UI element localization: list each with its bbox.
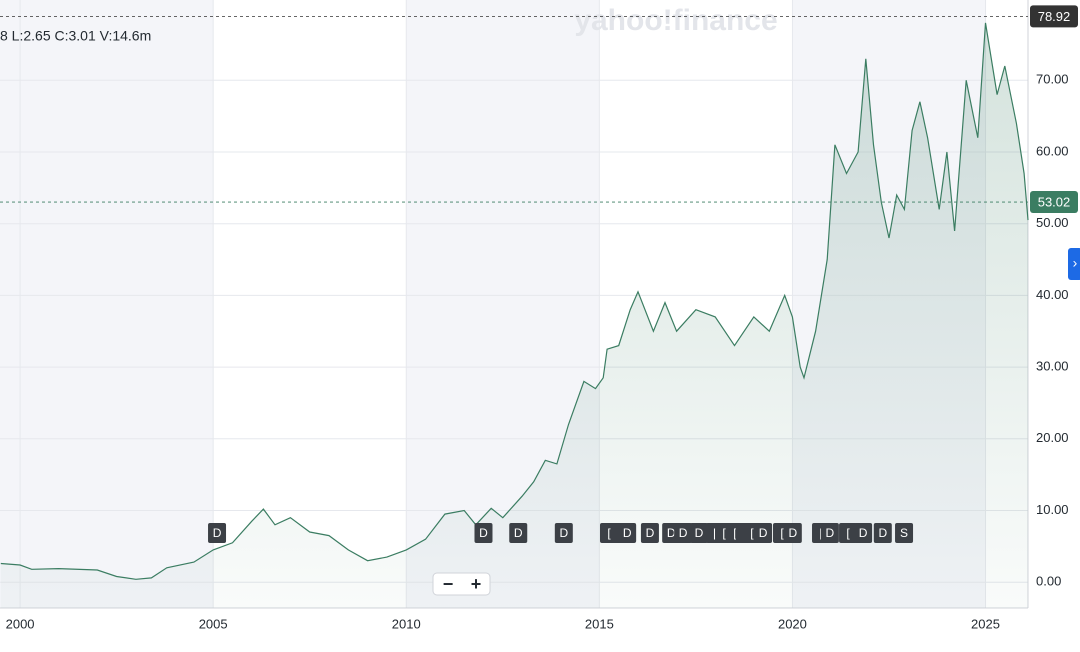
y-tick-label: 30.00	[1036, 359, 1069, 374]
y-tick-label: 40.00	[1036, 287, 1069, 302]
price-tag	[1030, 5, 1078, 28]
ohlc-text: 8 L:2.65 C:3.01 V:14.6m	[0, 28, 151, 44]
y-tick-label: 10.00	[1036, 502, 1069, 517]
price-tag	[1030, 191, 1078, 214]
y-tick-label: 50.00	[1036, 215, 1069, 230]
event-label: D	[623, 526, 632, 540]
zoom-button[interactable]: −	[443, 574, 454, 594]
band	[0, 0, 21, 608]
event-label: [	[780, 526, 784, 540]
event-marker[interactable]	[618, 523, 637, 543]
event-label: D	[646, 526, 655, 540]
event-marker[interactable]	[783, 523, 802, 543]
x-tick-label: 2025	[971, 616, 1000, 631]
watermark: yahoo!finance	[574, 4, 777, 37]
event-label: D	[859, 526, 868, 540]
x-tick-label: 2010	[392, 616, 421, 631]
event-label: S	[900, 526, 908, 540]
event-marker[interactable]	[208, 523, 227, 543]
price-tag-label: 53.02	[1038, 194, 1071, 209]
area	[0, 22, 1029, 608]
event-marker[interactable]	[754, 523, 773, 543]
event-label: D	[759, 526, 768, 540]
event-marker[interactable]	[873, 523, 892, 543]
event-label: D	[826, 526, 835, 540]
event-label: D	[788, 526, 797, 540]
event-marker[interactable]	[474, 523, 493, 543]
event-marker[interactable]	[640, 523, 659, 543]
event-label: D	[559, 526, 568, 540]
expand-button[interactable]	[1068, 248, 1080, 280]
event-label: D	[679, 526, 688, 540]
x-tick-label: 2000	[6, 616, 35, 631]
y-tick-label: 0.00	[1036, 574, 1061, 589]
event-label: [	[722, 526, 726, 540]
expand-icon: ›	[1073, 255, 1078, 271]
event-marker[interactable]	[820, 523, 839, 543]
x-tick-label: 2005	[199, 616, 228, 631]
y-tick-label: 70.00	[1036, 72, 1069, 87]
y-tick-label: 60.00	[1036, 143, 1069, 158]
x-tick-label: 2020	[778, 616, 807, 631]
event-marker[interactable]	[895, 523, 914, 543]
zoom-box	[432, 572, 491, 596]
event-label: D	[514, 526, 523, 540]
event-label: D	[213, 526, 222, 540]
event-marker[interactable]	[689, 523, 708, 543]
event-label: [	[750, 526, 754, 540]
event-label: D	[695, 526, 704, 540]
event-marker[interactable]	[839, 523, 858, 543]
event-label: [	[733, 526, 737, 540]
event-label: D	[878, 526, 887, 540]
zoom-button[interactable]: +	[471, 574, 482, 594]
y-tick-label: 20.00	[1036, 430, 1069, 445]
event-marker[interactable]	[509, 523, 528, 543]
event-label: [	[846, 526, 850, 540]
event-marker[interactable]	[854, 523, 873, 543]
band	[20, 0, 214, 608]
price-line	[0, 22, 1029, 580]
event-label: [	[607, 526, 611, 540]
event-label: D	[479, 526, 488, 540]
price-tag-label: 78.92	[1038, 9, 1071, 24]
event-marker[interactable]	[554, 523, 573, 543]
event-marker[interactable]	[674, 523, 693, 543]
x-tick-label: 2015	[585, 616, 614, 631]
event-label: D	[667, 526, 676, 540]
